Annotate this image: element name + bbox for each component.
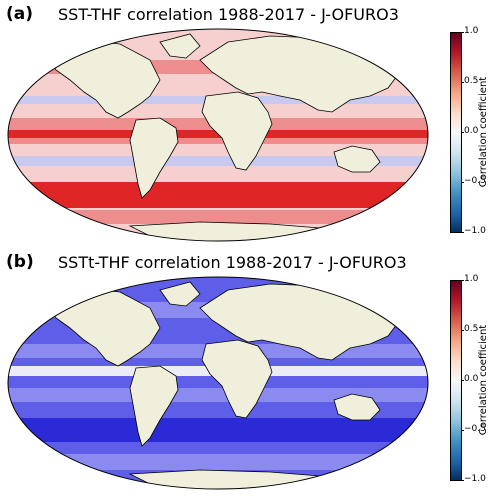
panel-label: (b) <box>6 252 34 272</box>
mollweide-map <box>7 276 429 490</box>
colorbar-tick: 0.5 <box>460 76 479 86</box>
correlation-band <box>8 210 428 224</box>
panel-label: (a) <box>6 4 34 24</box>
colorbar-ticks: 1.0 0.5 0.0 −0.5 −1.0 <box>460 274 496 486</box>
correlation-band <box>8 388 428 402</box>
correlation-band <box>8 418 428 442</box>
colorbar-tick: −0.5 <box>461 424 486 434</box>
map-border <box>7 276 429 490</box>
colorbar-tick: −0.5 <box>461 176 486 186</box>
panel-title: SSTt-THF correlation 1988-2017 - J-OFURO… <box>58 253 407 272</box>
panel-a: (a) SST-THF correlation 1988-2017 - J-OF… <box>6 4 496 242</box>
colorbar-label: Correlation coefficient <box>478 324 489 436</box>
map-border <box>7 28 429 242</box>
colorbar-tick: −1.0 <box>461 226 486 236</box>
correlation-band <box>8 156 428 166</box>
colorbar-tick: 0.5 <box>460 324 479 334</box>
correlation-band <box>8 182 428 208</box>
colorbar-tick: 0.0 <box>460 374 479 384</box>
colorbar-tick: 1.0 <box>460 26 479 36</box>
mollweide-map <box>7 28 429 242</box>
panel-b: (b) SSTt-THF correlation 1988-2017 - J-O… <box>0 248 500 496</box>
colorbar-tick: 1.0 <box>460 274 479 284</box>
correlation-band <box>8 454 428 470</box>
colorbar-ticks: 1.0 0.5 0.0 −0.5 −1.0 <box>460 26 496 238</box>
colorbar-tick: 0.0 <box>460 126 479 136</box>
colorbar-label: Correlation coefficient <box>478 76 489 188</box>
panel-title: SST-THF correlation 1988-2017 - J-OFURO3 <box>58 5 399 24</box>
colorbar-tick: −1.0 <box>461 474 486 484</box>
